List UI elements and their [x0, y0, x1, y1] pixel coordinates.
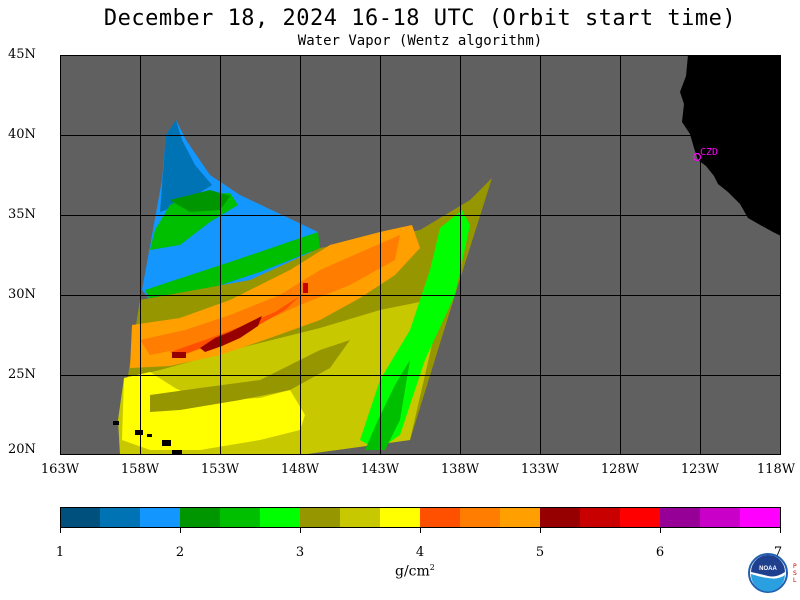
colorbar-cell: [700, 507, 741, 528]
colorbar: [60, 507, 781, 528]
satellite-swath: [118, 120, 492, 455]
lon-label-158w: 158W: [120, 462, 160, 477]
colorbar-cell: [60, 507, 101, 528]
colorbar-tick-2: 2: [175, 545, 185, 560]
lat-label-25n: 25N: [8, 367, 36, 382]
band-olive-inner: [150, 340, 350, 412]
lon-label-163w: 163W: [40, 462, 80, 477]
lon-label-128w: 128W: [600, 462, 640, 477]
colorbar-cell: [300, 507, 341, 528]
colorbar-tick-7: 7: [773, 545, 783, 560]
colorbar-ticks: [60, 527, 781, 533]
band-green-mid: [145, 232, 320, 300]
colorbar-tick-1: 1: [55, 545, 65, 560]
units-exponent: 2: [429, 563, 435, 572]
colorbar-tick-3: 3: [295, 545, 305, 560]
lon-label-153w: 153W: [200, 462, 240, 477]
lon-label-133w: 133W: [520, 462, 560, 477]
band-green-east: [360, 210, 470, 450]
colorbar-cell: [580, 507, 621, 528]
lat-label-30n: 30N: [8, 287, 36, 302]
band-darkorange: [170, 296, 300, 356]
units-main: g/cm: [395, 563, 430, 580]
station-marker-icon: [692, 152, 702, 162]
lat-label-20n: 20N: [8, 442, 36, 457]
colorbar-cell: [380, 507, 421, 528]
lon-label-123w: 123W: [680, 462, 720, 477]
colorbar-cell: [260, 507, 301, 528]
noaa-logo-icon: NOAA: [748, 553, 788, 593]
lon-label-118w: 118W: [756, 462, 796, 477]
colorbar-units: g/cm2: [395, 563, 435, 580]
colorbar-cell: [500, 507, 541, 528]
station-label: CZD: [700, 147, 719, 158]
hawaiian-islands: [113, 421, 182, 455]
band-orange: [140, 235, 400, 355]
colorbar-cell: [340, 507, 381, 528]
band-darkblue: [160, 120, 212, 212]
colorbar-cell: [460, 507, 501, 528]
lon-label-148w: 148W: [280, 462, 320, 477]
band-yellow: [122, 372, 305, 450]
colorbar-cell: [100, 507, 141, 528]
lat-label-40n: 40N: [8, 127, 36, 142]
colorbar-tick-5: 5: [535, 545, 545, 560]
logo-text: NOAA: [759, 566, 777, 572]
band-darkgreen-north: [170, 190, 230, 212]
logo-side-text: PSL: [793, 563, 797, 584]
graticule: [60, 55, 781, 455]
colorbar-cell: [420, 507, 461, 528]
colorbar-cell: [740, 507, 781, 528]
colorbar-cell: [180, 507, 221, 528]
lon-label-138w: 138W: [440, 462, 480, 477]
land-mass-california: [680, 55, 781, 236]
map-subtitle: Water Vapor (Wentz algorithm): [297, 33, 543, 49]
colorbar-tick-4: 4: [415, 545, 425, 560]
band-darkred-spot: [172, 352, 186, 358]
lon-label-143w: 143W: [360, 462, 400, 477]
band-darkgreen-east: [365, 360, 410, 450]
lat-label-45n: 45N: [8, 47, 36, 62]
map-title: December 18, 2024 16-18 UTC (Orbit start…: [103, 6, 737, 31]
band-darkred-core: [200, 316, 262, 352]
band-red-spot: [303, 283, 308, 293]
lat-label-35n: 35N: [8, 207, 36, 222]
colorbar-cell: [220, 507, 261, 528]
colorbar-cell: [140, 507, 181, 528]
map-frame: [60, 55, 781, 455]
colorbar-cell: [540, 507, 581, 528]
colorbar-cell: [660, 507, 701, 528]
colorbar-cell: [620, 507, 661, 528]
colorbar-tick-6: 6: [655, 545, 665, 560]
